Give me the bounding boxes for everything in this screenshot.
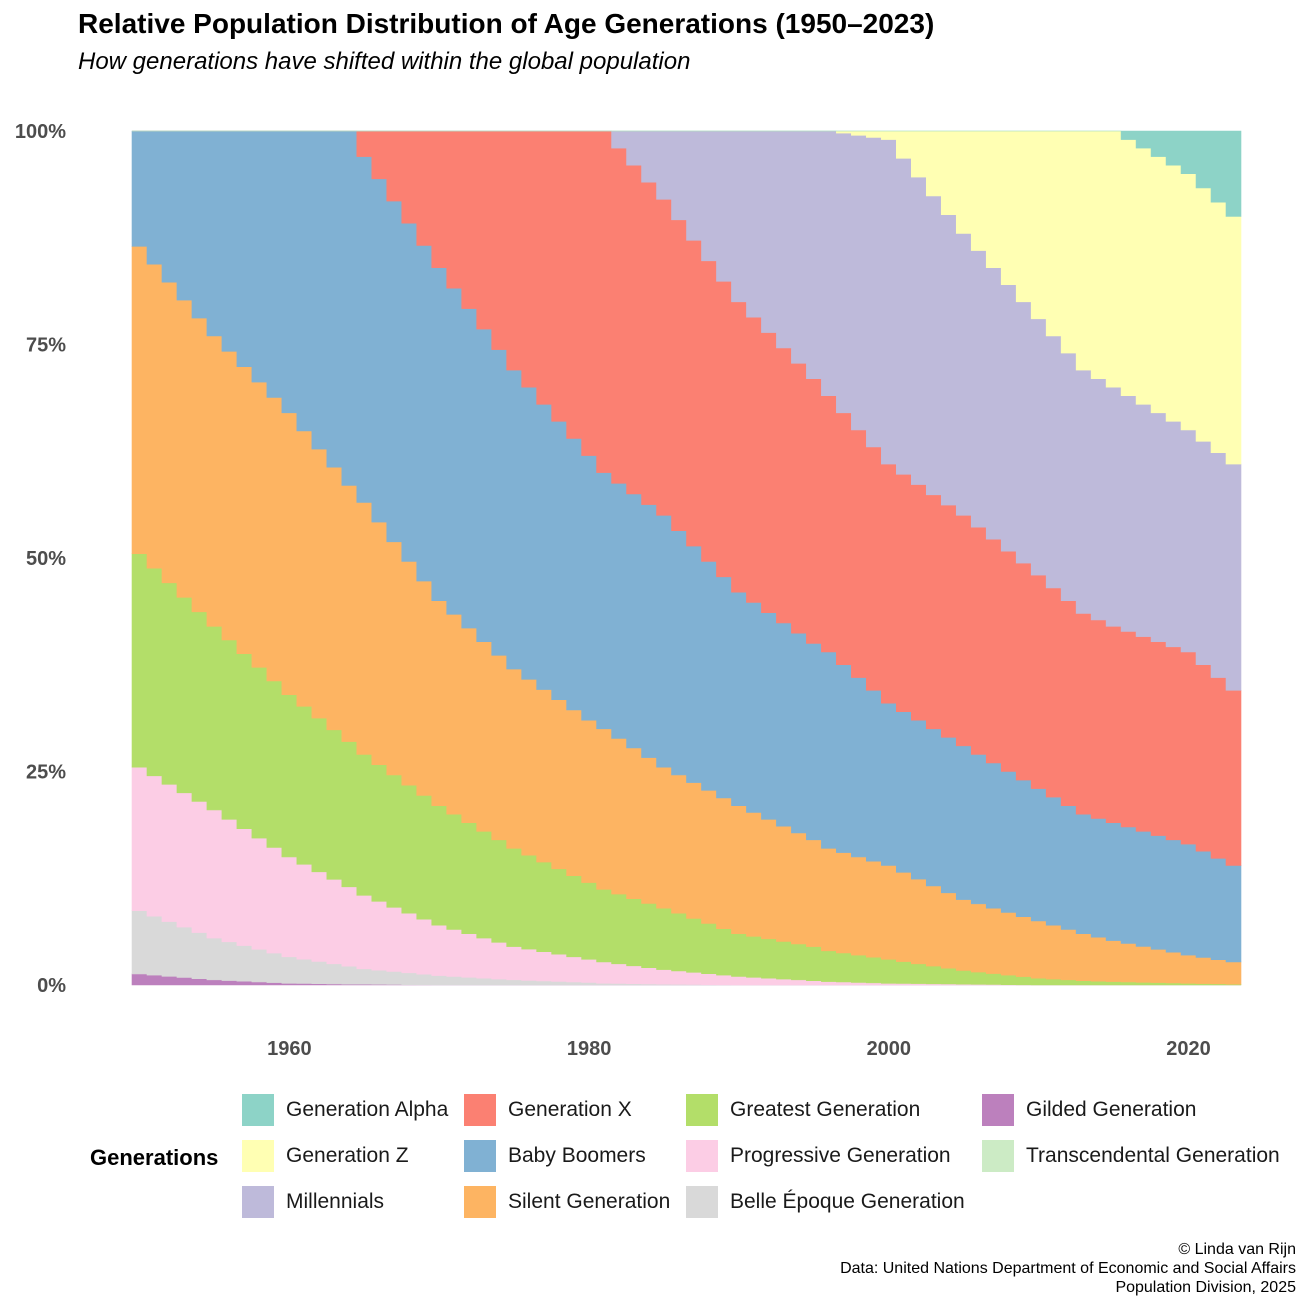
y-tick-label: 0% xyxy=(37,975,66,997)
chart-title: Relative Population Distribution of Age … xyxy=(78,8,935,39)
caption-source-line2: Population Division, 2025 xyxy=(1115,1279,1296,1296)
chart-subtitle: How generations have shifted within the … xyxy=(78,48,691,75)
legend-label: Greatest Generation xyxy=(730,1098,921,1121)
legend-item: Gilded Generation xyxy=(982,1094,1196,1126)
x-tick-label: 2020 xyxy=(1166,1038,1211,1060)
legend-label: Millennials xyxy=(286,1190,385,1213)
legend-swatch xyxy=(464,1140,496,1172)
caption-credit: © Linda van Rijn xyxy=(1178,1241,1296,1258)
legend-label: Transcendental Generation xyxy=(1026,1144,1280,1167)
y-tick-label: 75% xyxy=(26,335,66,357)
caption-source-line1: Data: United Nations Department of Econo… xyxy=(840,1260,1296,1277)
y-tick-label: 100% xyxy=(15,121,66,143)
legend-title: Generations xyxy=(90,1145,219,1170)
stacked-area-chart: 0% 25% 50% 75% 100% 1960 1980 2000 2020 xyxy=(15,121,1242,1060)
y-tick-label: 25% xyxy=(26,762,66,784)
legend-swatch xyxy=(464,1186,496,1218)
legend-label: Belle Époque Generation xyxy=(730,1190,965,1213)
legend-swatch xyxy=(982,1094,1014,1126)
legend-item: Greatest Generation xyxy=(686,1094,920,1126)
x-tick-label: 2000 xyxy=(867,1038,912,1060)
legend-item: Generation X xyxy=(464,1094,632,1126)
area-generation-alpha xyxy=(132,130,1242,217)
legend-label: Generation Z xyxy=(286,1144,409,1167)
caption: © Linda van Rijn Data: United Nations De… xyxy=(840,1240,1296,1297)
x-axis: 1960 1980 2000 2020 xyxy=(267,1038,1211,1060)
legend-label: Progressive Generation xyxy=(730,1144,951,1167)
legend-label: Generation X xyxy=(508,1098,632,1121)
legend-label: Generation Alpha xyxy=(286,1098,449,1121)
legend-label: Baby Boomers xyxy=(508,1144,646,1167)
legend-item: Progressive Generation xyxy=(686,1140,951,1172)
legend-swatch xyxy=(982,1140,1014,1172)
legend-item: Generation Z xyxy=(242,1140,409,1172)
legend-item: Belle Époque Generation xyxy=(686,1186,965,1218)
legend-item: Transcendental Generation xyxy=(982,1140,1280,1172)
legend-swatch xyxy=(242,1186,274,1218)
legend-item: Millennials xyxy=(242,1186,384,1218)
legend-item: Silent Generation xyxy=(464,1186,670,1218)
legend-swatch xyxy=(242,1140,274,1172)
y-axis: 0% 25% 50% 75% 100% xyxy=(15,121,66,997)
legend: Generation Alpha Generation Z Millennials G… xyxy=(242,1094,1308,1234)
legend-item: Generation Alpha xyxy=(242,1094,448,1126)
legend-swatch xyxy=(464,1094,496,1126)
x-tick-label: 1960 xyxy=(267,1038,312,1060)
legend-swatch xyxy=(686,1140,718,1172)
legend-label: Silent Generation xyxy=(508,1190,671,1213)
area-layers xyxy=(131,130,1242,986)
legend-label: Gilded Generation xyxy=(1026,1098,1197,1121)
y-tick-label: 50% xyxy=(26,548,66,570)
x-tick-label: 1980 xyxy=(567,1038,612,1060)
legend-swatch xyxy=(686,1186,718,1218)
legend-swatch xyxy=(242,1094,274,1126)
legend-swatch xyxy=(686,1094,718,1126)
legend-item: Baby Boomers xyxy=(464,1140,646,1172)
